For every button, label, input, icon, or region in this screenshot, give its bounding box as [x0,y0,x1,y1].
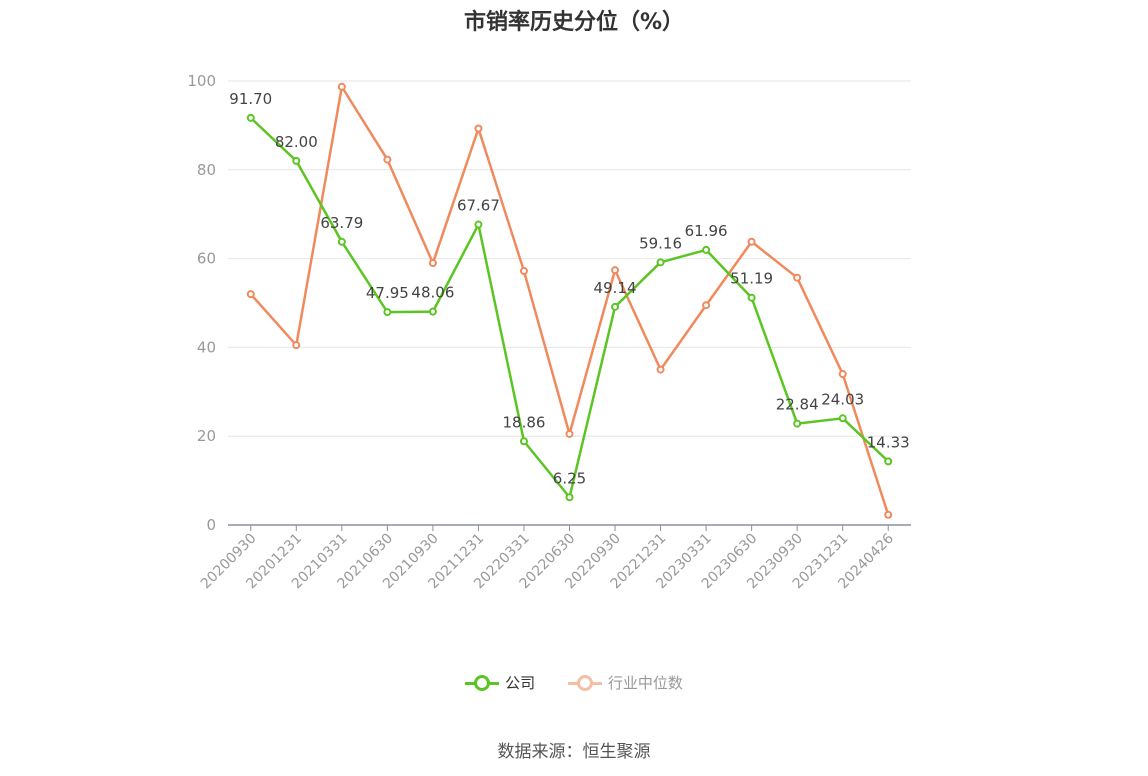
data-label-company: 59.16 [639,234,682,252]
legend-company-icon [465,674,500,691]
legend: 公司 行业中位数 [0,672,1148,694]
data-point-company [383,308,392,317]
data-point-industry [519,267,528,276]
y-tick-label: 0 [206,516,216,534]
y-tick-label: 20 [197,427,216,445]
data-point-company [702,245,711,254]
data-point-industry [292,341,301,350]
data-label-company: 67.67 [457,197,500,215]
data-point-company [474,220,483,229]
series-line-industry [249,85,890,516]
data-label-company: 24.03 [821,390,864,408]
data-point-company [428,307,437,316]
data-point-company [519,437,528,446]
data-label-company: 14.33 [867,433,910,451]
y-tick-label: 40 [197,338,216,356]
data-point-company [246,113,255,122]
legend-label-company: 公司 [505,674,536,692]
data-label-company: 91.70 [229,90,272,108]
data-point-industry [838,370,847,379]
data-point-industry [383,155,392,164]
data-point-industry [428,259,437,268]
y-tick-label: 60 [197,250,216,268]
data-label-company: 22.84 [776,396,819,414]
y-tick-label: 100 [187,72,216,90]
data-point-company [884,457,893,466]
data-point-industry [611,266,620,275]
data-point-industry [246,290,255,299]
series-line-company [249,116,890,499]
data-label-company: 82.00 [275,133,318,151]
data-point-company [793,419,802,428]
y-tick-label: 80 [197,161,216,179]
data-label-company: 61.96 [685,222,728,240]
data-point-industry [337,82,346,91]
data-label-company: 51.19 [730,270,773,288]
data-point-industry [565,429,574,438]
legend-item-company[interactable]: 公司 [465,672,535,693]
data-point-company [337,237,346,246]
data-point-industry [702,301,711,310]
data-point-industry [656,365,665,374]
data-label-company: 18.86 [502,413,545,431]
legend-item-industry[interactable]: 行业中位数 [567,672,683,693]
data-point-industry [793,273,802,282]
data-label-company: 48.06 [411,284,454,302]
series [246,82,893,519]
data-point-company [656,258,665,267]
legend-label-industry: 行业中位数 [607,674,683,692]
data-label-company: 49.14 [594,279,637,297]
data-point-industry [884,510,893,519]
gridlines [228,80,911,437]
data-label-company: 6.25 [553,469,586,487]
data-point-industry [747,237,756,246]
data-label-company: 63.79 [320,214,363,232]
source-note: 数据来源：恒生聚源 [497,742,651,762]
data-point-company [838,414,847,423]
chart-title: 市销率历史分位（%） [463,10,685,35]
data-point-company [611,302,620,311]
data-labels: 91.70 82.00 63.79 47.95 48.06 67.67 18.86 6.25 4… [229,90,909,487]
data-point-industry [474,124,483,133]
data-point-company [292,156,301,165]
legend-industry-icon [567,674,602,691]
data-point-company [565,493,574,502]
data-label-company: 47.95 [366,284,409,302]
data-point-company [747,293,756,302]
